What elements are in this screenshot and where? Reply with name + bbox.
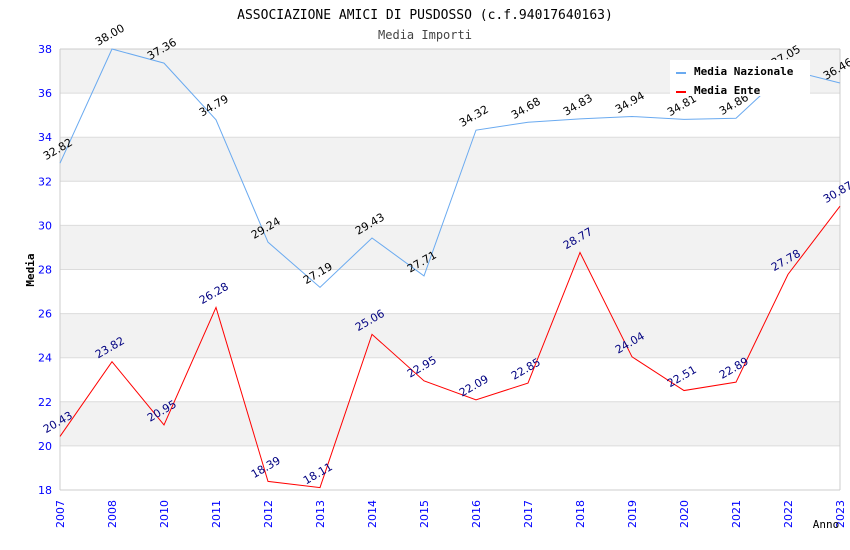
- data-label: 18.39: [249, 454, 283, 481]
- data-label: 34.68: [509, 95, 543, 122]
- x-tick-label: 2014: [366, 500, 379, 528]
- data-label: 34.79: [197, 92, 231, 119]
- y-tick-label: 32: [38, 175, 52, 188]
- x-tick-label: 2020: [678, 500, 691, 528]
- x-tick-label: 2019: [626, 500, 639, 528]
- y-tick-label: 38: [38, 43, 52, 56]
- y-tick-label: 28: [38, 264, 52, 277]
- y-tick-label: 20: [38, 440, 52, 453]
- data-label: 18.11: [301, 460, 335, 487]
- x-tick-label: 2023: [834, 500, 847, 528]
- data-label: 38.00: [93, 22, 127, 49]
- data-label: 30.87: [821, 179, 850, 206]
- data-label: 22.09: [457, 372, 491, 399]
- grid-band: [60, 225, 840, 270]
- grid-band: [60, 401, 840, 446]
- y-tick-label: 34: [38, 131, 52, 144]
- y-axis-label: Media: [24, 253, 37, 286]
- grid-band: [60, 137, 840, 182]
- data-label: 22.85: [509, 356, 543, 383]
- data-label: 34.32: [457, 103, 491, 130]
- data-label: 34.83: [561, 91, 595, 118]
- data-label: 22.51: [665, 363, 699, 390]
- data-label: 26.28: [197, 280, 231, 307]
- y-tick-label: 30: [38, 219, 52, 232]
- series-line-ente: [59, 205, 841, 489]
- x-axis-label: Anno: [813, 518, 840, 531]
- y-tick-label: 36: [38, 87, 52, 100]
- legend-label-nazionale: Media Nazionale: [694, 65, 794, 78]
- x-tick-label: 2013: [314, 500, 327, 528]
- chart-title: ASSOCIAZIONE AMICI DI PUSDOSSO (c.f.9401…: [237, 8, 613, 23]
- x-tick-label: 2022: [782, 500, 795, 528]
- y-tick-label: 26: [38, 308, 52, 321]
- x-tick-label: 2008: [106, 500, 119, 528]
- y-tick-label: 24: [38, 352, 52, 365]
- y-tick-label: 22: [38, 396, 52, 409]
- y-tick-label: 18: [38, 484, 52, 497]
- x-tick-label: 2011: [210, 500, 223, 528]
- x-tick-label: 2007: [54, 500, 67, 528]
- chart-subtitle: Media Importi: [378, 28, 472, 42]
- series-line-nazionale: [59, 48, 841, 289]
- x-tick-label: 2010: [158, 500, 171, 528]
- grid-band: [60, 313, 840, 358]
- legend: Media Nazionale Media Ente: [670, 60, 810, 97]
- x-tick-label: 2016: [470, 500, 483, 528]
- x-tick-label: 2021: [730, 500, 743, 528]
- data-label: 22.89: [717, 355, 751, 382]
- x-tick-label: 2012: [262, 500, 275, 528]
- legend-label-ente: Media Ente: [694, 84, 761, 97]
- x-tick-label: 2015: [418, 500, 431, 528]
- x-tick-label: 2018: [574, 500, 587, 528]
- x-tick-label: 2017: [522, 500, 535, 528]
